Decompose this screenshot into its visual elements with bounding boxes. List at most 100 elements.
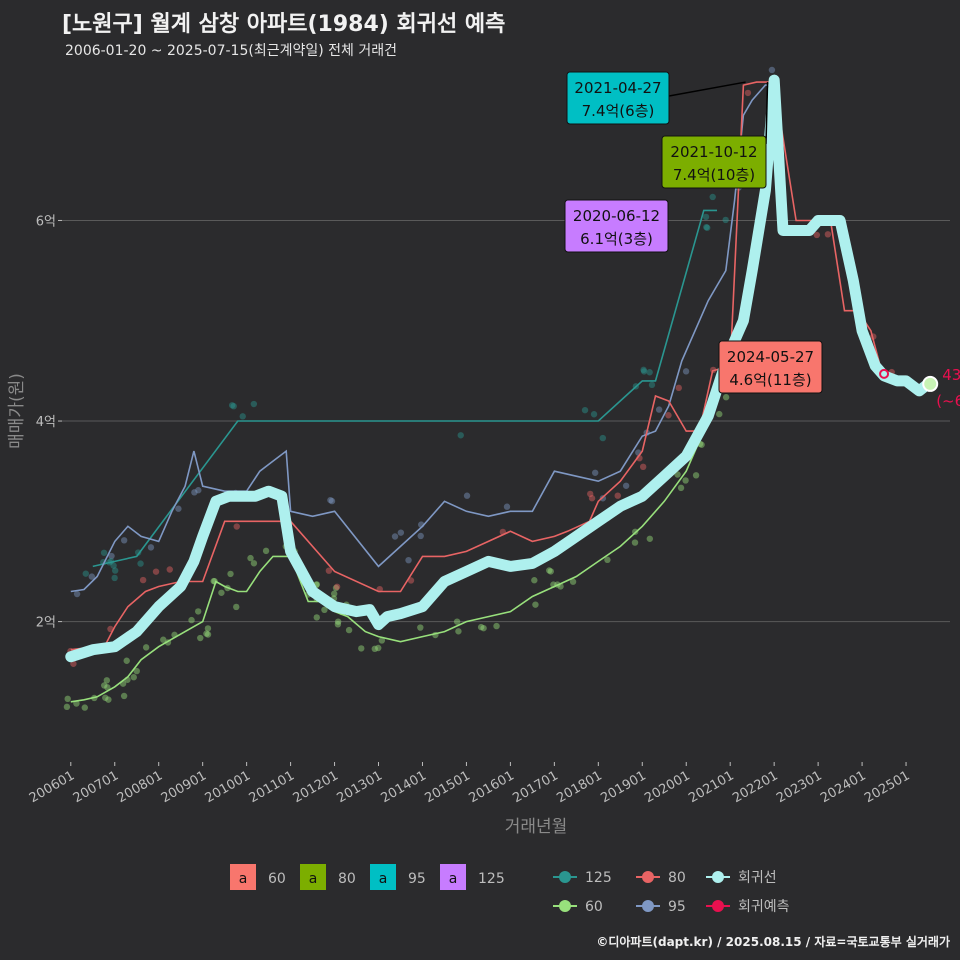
scatter-point-60 [453,618,461,625]
scatter-point-60 [455,628,462,635]
scatter-point-60 [358,645,365,652]
legend-dot-95 [642,900,654,912]
scatter-point-60 [64,695,71,703]
y-tick-label: 4억 [36,415,56,430]
scatter-point-95 [328,497,336,505]
scatter-point-60 [698,441,705,448]
series-line-125 [92,209,717,568]
x-tick-label: 200901 [159,768,209,806]
scatter-point-80 [233,523,240,530]
scatter-point-60 [477,623,485,631]
scatter-point-60 [604,556,611,564]
scatter-point-95 [655,406,663,413]
scatter-point-60 [375,644,382,652]
scatter-point-95 [682,368,690,375]
scatter-point-60 [531,577,538,584]
scatter-point-60 [321,606,328,614]
scatter-point-60 [692,472,700,479]
scatter-point-60 [546,567,553,574]
scatter-point-125 [137,560,144,567]
forecast-point [922,375,939,392]
x-tick-label: 201601 [466,768,516,806]
x-tick-label: 200701 [71,768,121,806]
legend-label-60: 60 [268,871,286,887]
legend-line-label-80: 80 [668,870,686,886]
legend-label-80: 80 [338,871,356,887]
scatter-point-125 [640,368,648,375]
scatter-point-80 [639,463,647,471]
scatter-point-125 [599,434,607,442]
annotation-price: 4.6억(11층) [729,371,811,389]
current-area-label: (~60㎡) [936,392,960,410]
series-line-95 [70,84,775,593]
scatter-point-60 [332,584,340,592]
scatter-point-60 [250,560,258,567]
scatter-point-60 [334,621,342,628]
scatter-point-60 [104,684,111,691]
chart-subtitle: 2006-01-20 ~ 2025-07-15(최근계약일) 전체 거래건 [65,43,397,59]
scatter-point-125 [134,549,142,556]
scatter-point-60 [716,410,723,418]
legend-swatch-95 [370,864,396,890]
annotation-box [718,340,823,394]
x-tick-label: 200601 [27,768,77,806]
scatter-point-95 [120,537,128,544]
scatter-point-95 [503,503,511,510]
scatter-point-95 [191,489,198,496]
legend-line-label-60: 60 [585,899,603,915]
scatter-point-95 [73,590,81,598]
annotation-box [566,71,670,125]
annotation-box [661,135,767,189]
scatter-point-125 [111,567,119,574]
scatter-point-60 [197,634,204,642]
legend-swatch-glyph: a [379,871,388,887]
scatter-point-95 [463,492,471,499]
scatter-point-125 [702,213,710,221]
scatter-point-95 [622,482,630,489]
y-tick-label: 2억 [36,616,56,631]
x-tick-label: 200801 [115,768,165,806]
legend-line-label-95: 95 [668,899,686,915]
annotation-date: 2021-10-12 [670,143,757,161]
scatter-point-125 [230,402,237,410]
x-tick-label: 201401 [379,768,429,806]
scatter-point-125 [590,411,598,418]
scatter-point-80 [166,566,173,573]
scatter-point-125 [239,413,246,420]
scatter-point-60 [334,618,342,625]
legend-swatch-60 [230,864,256,890]
annotation-box [564,199,669,253]
source-footer: ©디아파트(dapt.kr) / 2025.08.15 / 자료=국토교통부 실… [596,935,950,949]
scatter-point-60 [188,616,195,624]
scatter-point-60 [262,547,270,555]
legend-swatch-125 [440,864,466,890]
scatter-point-60 [204,631,212,638]
legend-swatch-glyph: a [309,871,318,887]
annotation-price: 7.4억(6층) [582,102,655,120]
scatter-point-95 [417,532,424,540]
x-tick-label: 201001 [203,768,253,806]
scatter-point-125 [110,562,117,569]
scatter-point-80 [588,495,596,502]
scatter-point-125 [704,224,711,231]
scatter-point-60 [160,636,167,643]
scatter-point-60 [204,625,212,632]
legend-swatch-glyph: a [449,871,458,887]
legend-swatch-glyph: a [239,871,248,887]
scatter-point-125 [722,216,729,224]
scatter-point-125 [709,193,716,201]
scatter-point-125 [250,400,258,408]
x-tick-label: 202401 [818,768,868,806]
x-tick-label: 201301 [335,768,385,806]
scatter-point-95 [768,66,776,74]
scatter-point-80 [325,567,333,574]
scatter-point-125 [457,432,464,439]
scatter-point-60 [532,601,539,608]
scatter-point-60 [569,578,577,585]
scatter-point-95 [397,529,405,536]
annotation-leader [668,81,746,97]
legend-dot-80 [642,871,654,883]
annotation-date: 2021-04-27 [574,79,661,97]
scatter-point-80 [139,576,147,584]
scatter-point-80 [824,231,832,238]
